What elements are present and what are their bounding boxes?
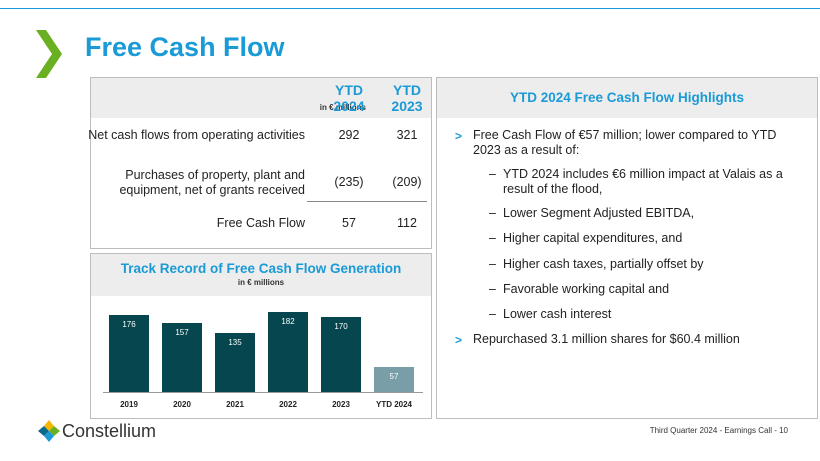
sub-bullet-ebitda: Lower Segment Adjusted EBITDA,: [503, 206, 695, 220]
row-value-capex-2024: (235): [334, 175, 364, 189]
chart-bar-label: 182: [281, 317, 295, 326]
dash-marker: –: [489, 206, 496, 220]
row-value-fcf-2023: 112: [397, 216, 417, 230]
brand-name: Constellium: [62, 421, 157, 441]
chart-x-axis: [103, 392, 423, 393]
chart-x-tick-label: 2021: [226, 400, 244, 409]
row-value-operating-2024: 292: [338, 128, 360, 142]
table-header: [91, 78, 431, 118]
chart-x-tick-label: 2020: [173, 400, 191, 409]
chart-header: [91, 254, 431, 296]
highlights-header: [437, 78, 817, 118]
chart-bar-label: 157: [175, 328, 189, 337]
bullet-marker: >: [455, 129, 463, 143]
table-divider: [307, 201, 427, 202]
chart-x-tick-label: 2022: [279, 400, 297, 409]
dash-marker: –: [489, 257, 496, 271]
chart-subtitle: in € millions: [237, 278, 285, 287]
chart-bar: [268, 312, 308, 392]
bullet-repurchase: Repurchased 3.1 million shares for $60.4…: [473, 332, 740, 346]
chart-bar-label: 176: [122, 320, 136, 329]
page-title: Free Cash Flow: [85, 32, 285, 62]
sub-bullet-working-capital: Favorable working capital and: [503, 282, 670, 296]
dash-marker: –: [489, 167, 496, 181]
chart-x-tick-label: 2019: [120, 400, 138, 409]
table-unit-label: in € millions: [319, 103, 366, 112]
chevron-icon: [36, 30, 62, 78]
chart-bar: [109, 315, 149, 392]
top-rule: [0, 8, 820, 9]
bullet-fcf: Free Cash Flow of €57 million; lower com…: [473, 128, 777, 157]
chart-bar: [321, 317, 361, 392]
footer-text: Third Quarter 2024 - Earnings Call - 10: [649, 426, 788, 435]
chart-bar: [374, 367, 414, 392]
row-label-fcf: Free Cash Flow: [216, 216, 305, 230]
sub-bullet-valais: YTD 2024 includes €6 million impact at V…: [503, 167, 783, 196]
chart-bar-label: 57: [389, 372, 399, 381]
chart-x-tick-label: 2023: [332, 400, 350, 409]
fcf-chart: Track Record of Free Cash Flow Generatio…: [90, 253, 432, 419]
chart-bar-label: 135: [228, 338, 242, 347]
dash-marker: –: [489, 307, 496, 321]
row-label-operating: Net cash flows from operating activities: [88, 128, 305, 142]
row-value-operating-2023: 321: [396, 128, 418, 142]
fcf-table: in € millions YTD 2024 YTD 2023 Net cash…: [88, 77, 432, 249]
row-value-capex-2023: (209): [392, 175, 422, 189]
highlights-title: YTD 2024 Free Cash Flow Highlights: [509, 90, 745, 105]
chart-bar-label: 170: [334, 322, 348, 331]
dash-marker: –: [489, 282, 496, 296]
bullet-marker: >: [455, 333, 463, 347]
chart-title: Track Record of Free Cash Flow Generatio…: [120, 261, 402, 276]
col-header-ytd2024: YTD 2024: [333, 82, 365, 114]
col-header-ytd2023: YTD 2023: [391, 82, 423, 114]
sub-bullet-capex: Higher capital expenditures, and: [503, 231, 683, 245]
sub-bullet-taxes: Higher cash taxes, partially offset by: [503, 257, 704, 271]
row-value-fcf-2024: 57: [342, 216, 356, 230]
highlights-panel: YTD 2024 Free Cash Flow Highlights > Fre…: [436, 77, 818, 419]
chart-bar: [215, 333, 255, 392]
chart-x-tick-label: YTD 2024: [375, 400, 413, 409]
row-label-capex: Purchases of property, plant and equipme…: [119, 168, 305, 197]
sub-bullet-interest: Lower cash interest: [503, 307, 612, 321]
constellium-logo-icon: [38, 420, 60, 442]
chart-bar: [162, 323, 202, 392]
dash-marker: –: [489, 231, 496, 245]
